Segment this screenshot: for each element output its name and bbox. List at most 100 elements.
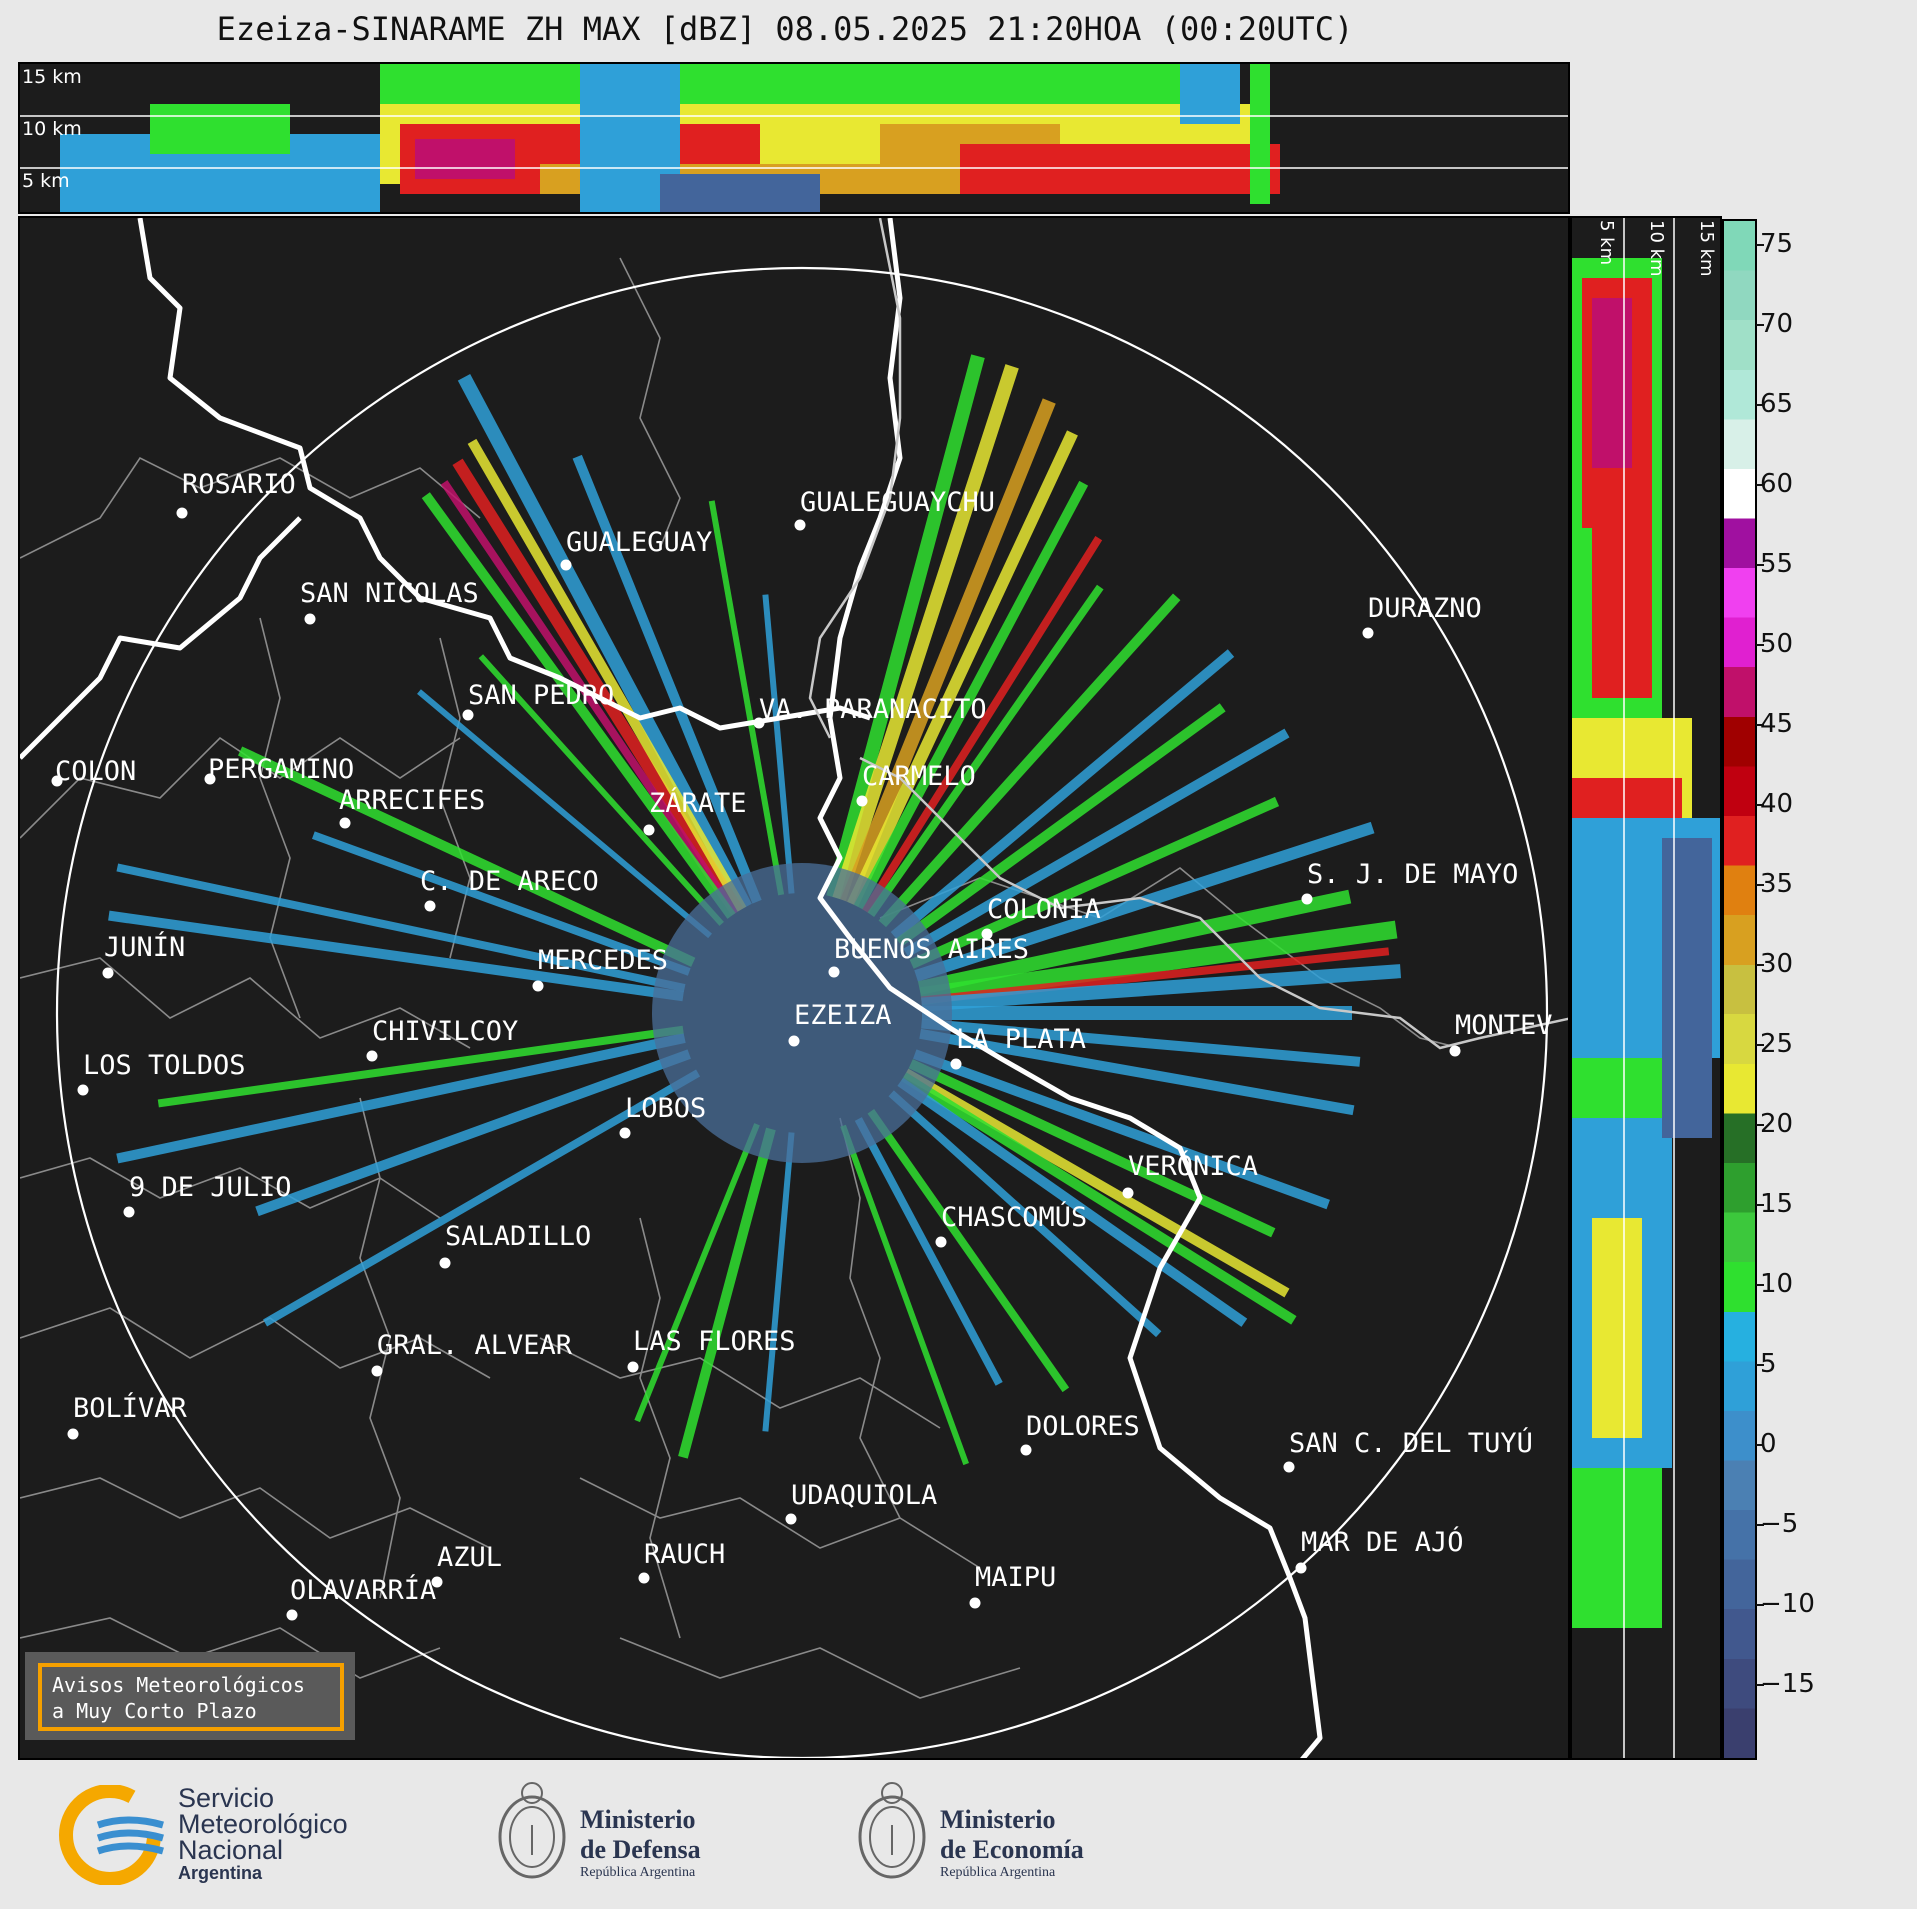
city-label: LA PLATA: [956, 1024, 1086, 1055]
colorbar-tick-label: −15: [1756, 1669, 1815, 1699]
radar-echo-ray: [921, 1018, 1361, 1067]
colorbar-tick-label: 60: [1755, 469, 1794, 499]
colorbar-tick-label: 55: [1755, 549, 1794, 579]
radar-echo-ray: [237, 746, 696, 967]
radar-echo-ray: [878, 593, 1181, 928]
radar-echo-ray: [840, 398, 1056, 905]
smn-line-3: Nacional: [178, 1835, 284, 1865]
top-cross-section: 15 km 10 km 5 km: [18, 62, 1570, 214]
city-marker: [67, 1428, 79, 1440]
city-label: GUALEGUAYCHU: [800, 487, 995, 518]
city-marker: [1449, 1045, 1461, 1057]
radar-echo-ray: [572, 454, 762, 904]
city-label: GRAL. ALVEAR: [377, 1330, 573, 1361]
radar-echo-ray: [108, 910, 684, 1002]
radar-echo-ray: [116, 863, 686, 992]
radar-echo-ray: [867, 1109, 1070, 1393]
city-marker: [1122, 1187, 1134, 1199]
cross-section-echo: [1592, 518, 1652, 698]
city-marker: [424, 900, 436, 912]
radar-echo-ray: [919, 1028, 1355, 1116]
city-label: S. J. DE MAYO: [1307, 859, 1518, 890]
city-label: MONTEV: [1455, 1010, 1553, 1041]
radar-echo-ray: [417, 689, 713, 939]
radar-echo-ray: [919, 920, 1398, 1006]
city-marker: [366, 1050, 378, 1062]
radar-echo-ray: [854, 1117, 1003, 1386]
colorbar-tick-label: 35: [1755, 869, 1794, 899]
side-alt-label-15: 15 km: [1696, 220, 1717, 277]
notice-box[interactable]: Avisos Meteorológicos a Muy Corto Plazo: [38, 1663, 344, 1731]
economia-logo: Ministerio de Economía República Argenti…: [855, 1775, 1135, 1900]
smn-line-1: Servicio: [178, 1783, 275, 1813]
city-label: OLAVARRÍA: [290, 1574, 436, 1606]
city-marker: [1301, 893, 1313, 905]
city-marker: [339, 817, 351, 829]
city-marker: [304, 613, 316, 625]
city-label: SAN PEDRO: [468, 680, 614, 711]
radar-echo-ray: [467, 438, 747, 912]
radar-echo-ray: [847, 430, 1078, 907]
radar-echo-ray: [634, 1123, 760, 1423]
city-label: SAN C. DEL TUYÚ: [1289, 1427, 1533, 1459]
radar-echo-ray: [921, 964, 1402, 1012]
city-marker: [935, 1236, 947, 1248]
radar-echo-ray: [457, 373, 752, 911]
city-label: MERCEDES: [538, 945, 668, 976]
cross-section-echo: [660, 174, 820, 212]
city-label: C. DE ARECO: [420, 866, 599, 897]
city-marker: [1295, 1562, 1307, 1574]
colorbar-tick-label: 15: [1755, 1189, 1794, 1219]
colorbar-tick-label: 30: [1755, 949, 1794, 979]
radar-echo-ray: [762, 594, 795, 894]
radar-map-svg: ROSARIO GUALEGUAYCHU GUALEGUAY SAN NICOLAS D…: [20, 218, 1568, 1758]
economia-line-2: de Economía: [940, 1835, 1084, 1864]
chart-title: Ezeiza-SINARAME ZH MAX [dBZ] 08.05.2025 …: [216, 10, 1354, 48]
colorbar: [1722, 219, 1757, 1760]
city-label: SALADILLO: [445, 1221, 591, 1252]
radar-echo-ray: [840, 1124, 969, 1466]
city-label: LAS FLORES: [633, 1326, 796, 1357]
radar-echo-ray: [903, 728, 1290, 958]
city-label: JUNÍN: [104, 931, 185, 963]
economia-line-1: Ministerio: [940, 1805, 1056, 1834]
radar-map: ROSARIO GUALEGUAYCHU GUALEGUAY SAN NICOLAS D…: [18, 216, 1570, 1760]
city-label: AZUL: [437, 1542, 502, 1573]
city-marker: [560, 559, 572, 571]
defensa-line-1: Ministerio: [580, 1805, 696, 1834]
cross-section-echo: [1572, 1468, 1662, 1628]
city-marker: [638, 1572, 650, 1584]
cross-section-echo: [1250, 64, 1270, 204]
city-label: COLON: [55, 756, 136, 787]
notice-line-1: Avisos Meteorológicos: [52, 1673, 305, 1697]
defensa-logo: Ministerio de Defensa República Argentin…: [495, 1775, 755, 1900]
city-label: DOLORES: [1026, 1411, 1140, 1442]
radar-echo-ray: [832, 364, 1019, 902]
radar-echo-ray: [263, 1069, 701, 1327]
city-marker: [619, 1127, 631, 1139]
colorbar-tick-label: −5: [1755, 1509, 1799, 1539]
city-label: LOBOS: [625, 1093, 706, 1124]
city-label: ROSARIO: [182, 469, 296, 500]
city-marker: [439, 1257, 451, 1269]
radar-echo-ray: [440, 480, 739, 916]
city-marker: [1362, 627, 1374, 639]
colorbar-tick-label: 0: [1756, 1429, 1777, 1459]
city-marker: [794, 519, 806, 531]
city-label: GUALEGUAY: [566, 527, 712, 558]
top-alt-label-15: 15 km: [22, 66, 82, 88]
city-marker: [643, 824, 655, 836]
colorbar-tick-label: 20: [1755, 1109, 1794, 1139]
radar-echo-ray: [255, 1049, 691, 1217]
radar-echo-ray: [157, 1025, 684, 1108]
city-label: CHASCOMÚS: [941, 1201, 1087, 1233]
city-label: CHIVILCOY: [372, 1016, 518, 1047]
city-label: ARRECIFES: [339, 785, 485, 816]
radar-echo-ray: [708, 500, 785, 896]
cross-section-echo: [1180, 64, 1240, 124]
city-label: SAN NICOLAS: [300, 578, 479, 609]
colorbar-tick-label: 5: [1756, 1349, 1777, 1379]
radar-echo-ray: [853, 480, 1089, 910]
cross-section-echo: [415, 139, 515, 179]
radar-echo-ray: [897, 1077, 1248, 1327]
